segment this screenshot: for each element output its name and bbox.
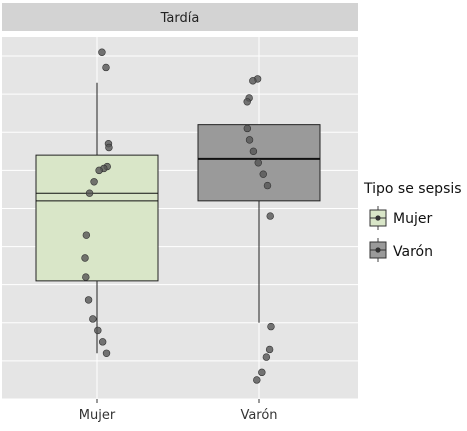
data-point [102, 63, 110, 72]
data-point [263, 181, 272, 190]
data-point [243, 124, 252, 133]
data-point [267, 322, 275, 331]
legend-key-varon [369, 238, 387, 262]
data-point [259, 170, 267, 178]
data-point [266, 212, 274, 220]
data-point [90, 178, 98, 186]
facet-strip [2, 3, 358, 31]
data-point [245, 136, 254, 144]
x-tick-label: Varón [240, 408, 277, 423]
data-point [262, 353, 271, 361]
data-point [105, 143, 113, 152]
points [81, 48, 275, 384]
data-point [82, 273, 90, 281]
data-point [81, 254, 89, 262]
data-point [249, 147, 258, 156]
data-point [95, 166, 103, 175]
data-point [102, 349, 111, 357]
data-point [84, 296, 93, 304]
legend-label-mujer: Mujer [393, 211, 432, 227]
data-point [253, 376, 261, 384]
legend-title: Tipo se sepsis [363, 181, 462, 197]
data-point [243, 98, 251, 106]
data-point [98, 48, 106, 56]
data-point [98, 338, 107, 346]
legend-key-mujer [369, 206, 387, 230]
x-axis: Mujer Varón [79, 399, 278, 423]
data-point [265, 345, 274, 354]
data-point [254, 159, 262, 167]
legend: Tipo se sepsis Mujer Varón [363, 181, 462, 262]
box-mujer [35, 154, 159, 282]
data-point [249, 77, 257, 85]
data-point [258, 368, 266, 377]
data-point [94, 326, 102, 335]
data-point [85, 189, 94, 197]
legend-label-varon: Varón [393, 244, 433, 260]
facet-label: Tardía [160, 11, 200, 26]
data-point [89, 315, 97, 323]
data-point [82, 231, 91, 239]
x-tick-label: Mujer [79, 408, 116, 423]
